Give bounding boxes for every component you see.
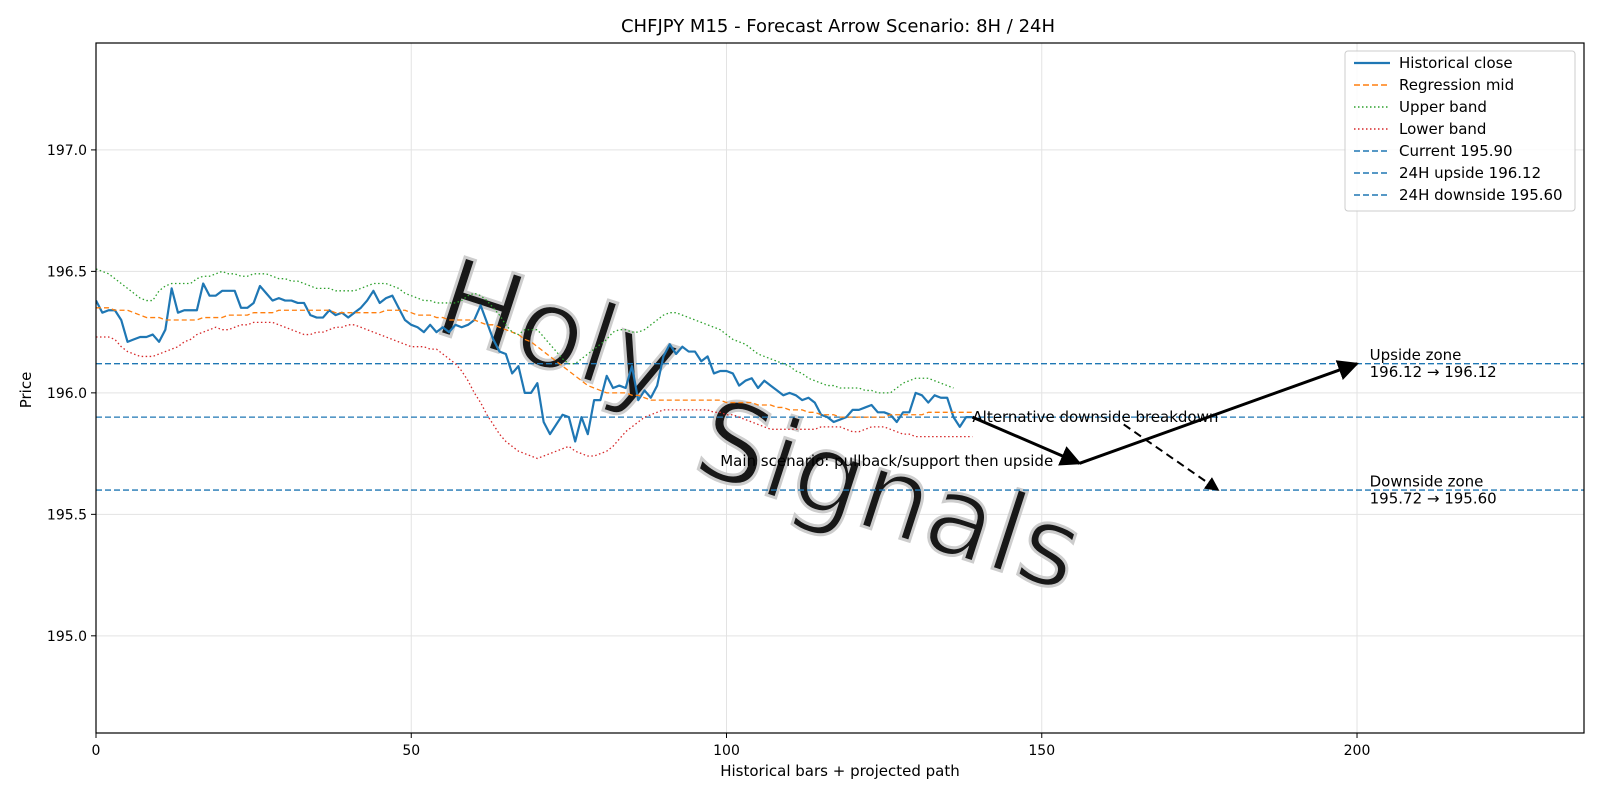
annotation-text: Downside zone: [1370, 473, 1484, 491]
legend-label: 24H upside 196.12: [1399, 164, 1541, 182]
legend-label: Historical close: [1399, 54, 1513, 72]
y-tick-label: 195.5: [47, 507, 87, 523]
arrow-alternative: [1123, 423, 1220, 491]
y-tick-label: 196.0: [47, 386, 87, 402]
x-axis-label: Historical bars + projected path: [720, 762, 960, 780]
y-axis-label: Price: [17, 372, 35, 409]
series-line-lower-band: [96, 321, 973, 460]
legend-label: Upper band: [1399, 98, 1487, 116]
x-tick-label: 50: [402, 743, 420, 759]
series-line-upper-band: [96, 268, 954, 394]
annotation-text: 196.12 → 196.12: [1370, 363, 1497, 381]
y-tick-label: 195.0: [47, 629, 87, 645]
chart-title: CHFJPY M15 - Forecast Arrow Scenario: 8H…: [621, 16, 1055, 37]
x-tick-label: 100: [713, 743, 740, 759]
annotations: Main scenario: pullback/support then ups…: [720, 346, 1497, 507]
legend-box: [1344, 50, 1576, 212]
legend-label: Regression mid: [1399, 76, 1514, 94]
grid: [95, 43, 1584, 733]
series-lines: [96, 268, 973, 460]
annotation-text: Upside zone: [1370, 346, 1462, 364]
series-line-regression-mid: [96, 307, 973, 418]
legend: Historical close Regression mid Upper band…: [1344, 50, 1576, 212]
scenario-arrows: [971, 360, 1359, 491]
annotation-text: 195.72 → 195.60: [1370, 490, 1497, 508]
axis-ticks: 0 50 100 150 200 195.0 195.5 196.0 196.5 197.0: [47, 143, 1370, 759]
arrow-main-leg-1: [971, 415, 1082, 466]
annotation-text: Main scenario: pullback/support then ups…: [720, 452, 1053, 470]
x-tick-label: 0: [92, 743, 101, 759]
series-line-historical-close: [96, 282, 973, 443]
legend-label: Current 195.90: [1399, 142, 1513, 160]
x-tick-label: 150: [1028, 743, 1055, 759]
x-tick-label: 200: [1344, 743, 1371, 759]
legend-label: Lower band: [1399, 120, 1486, 138]
plot-frame: [95, 42, 1585, 734]
y-tick-label: 196.5: [47, 264, 87, 280]
arrow-main-leg-2: [1079, 360, 1359, 465]
annotation-text: Alternative downside breakdown: [972, 408, 1218, 426]
legend-label: 24H downside 195.60: [1399, 186, 1563, 204]
y-tick-label: 197.0: [47, 143, 87, 159]
